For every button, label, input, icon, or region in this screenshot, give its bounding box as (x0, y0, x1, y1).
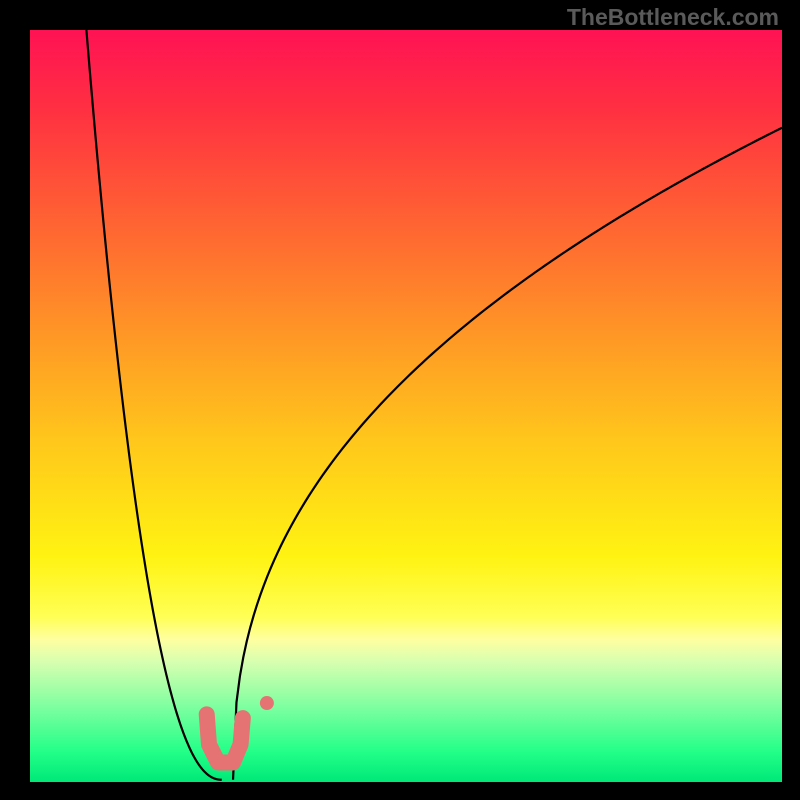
right-curve (233, 128, 782, 780)
curve-layer (30, 30, 782, 782)
left-curve (86, 30, 221, 780)
chart-container: TheBottleneck.com (0, 0, 800, 800)
watermark-text: TheBottleneck.com (567, 4, 779, 31)
plot-area (30, 30, 782, 782)
marker-dot (260, 696, 274, 710)
marker-u-shape (207, 714, 243, 762)
